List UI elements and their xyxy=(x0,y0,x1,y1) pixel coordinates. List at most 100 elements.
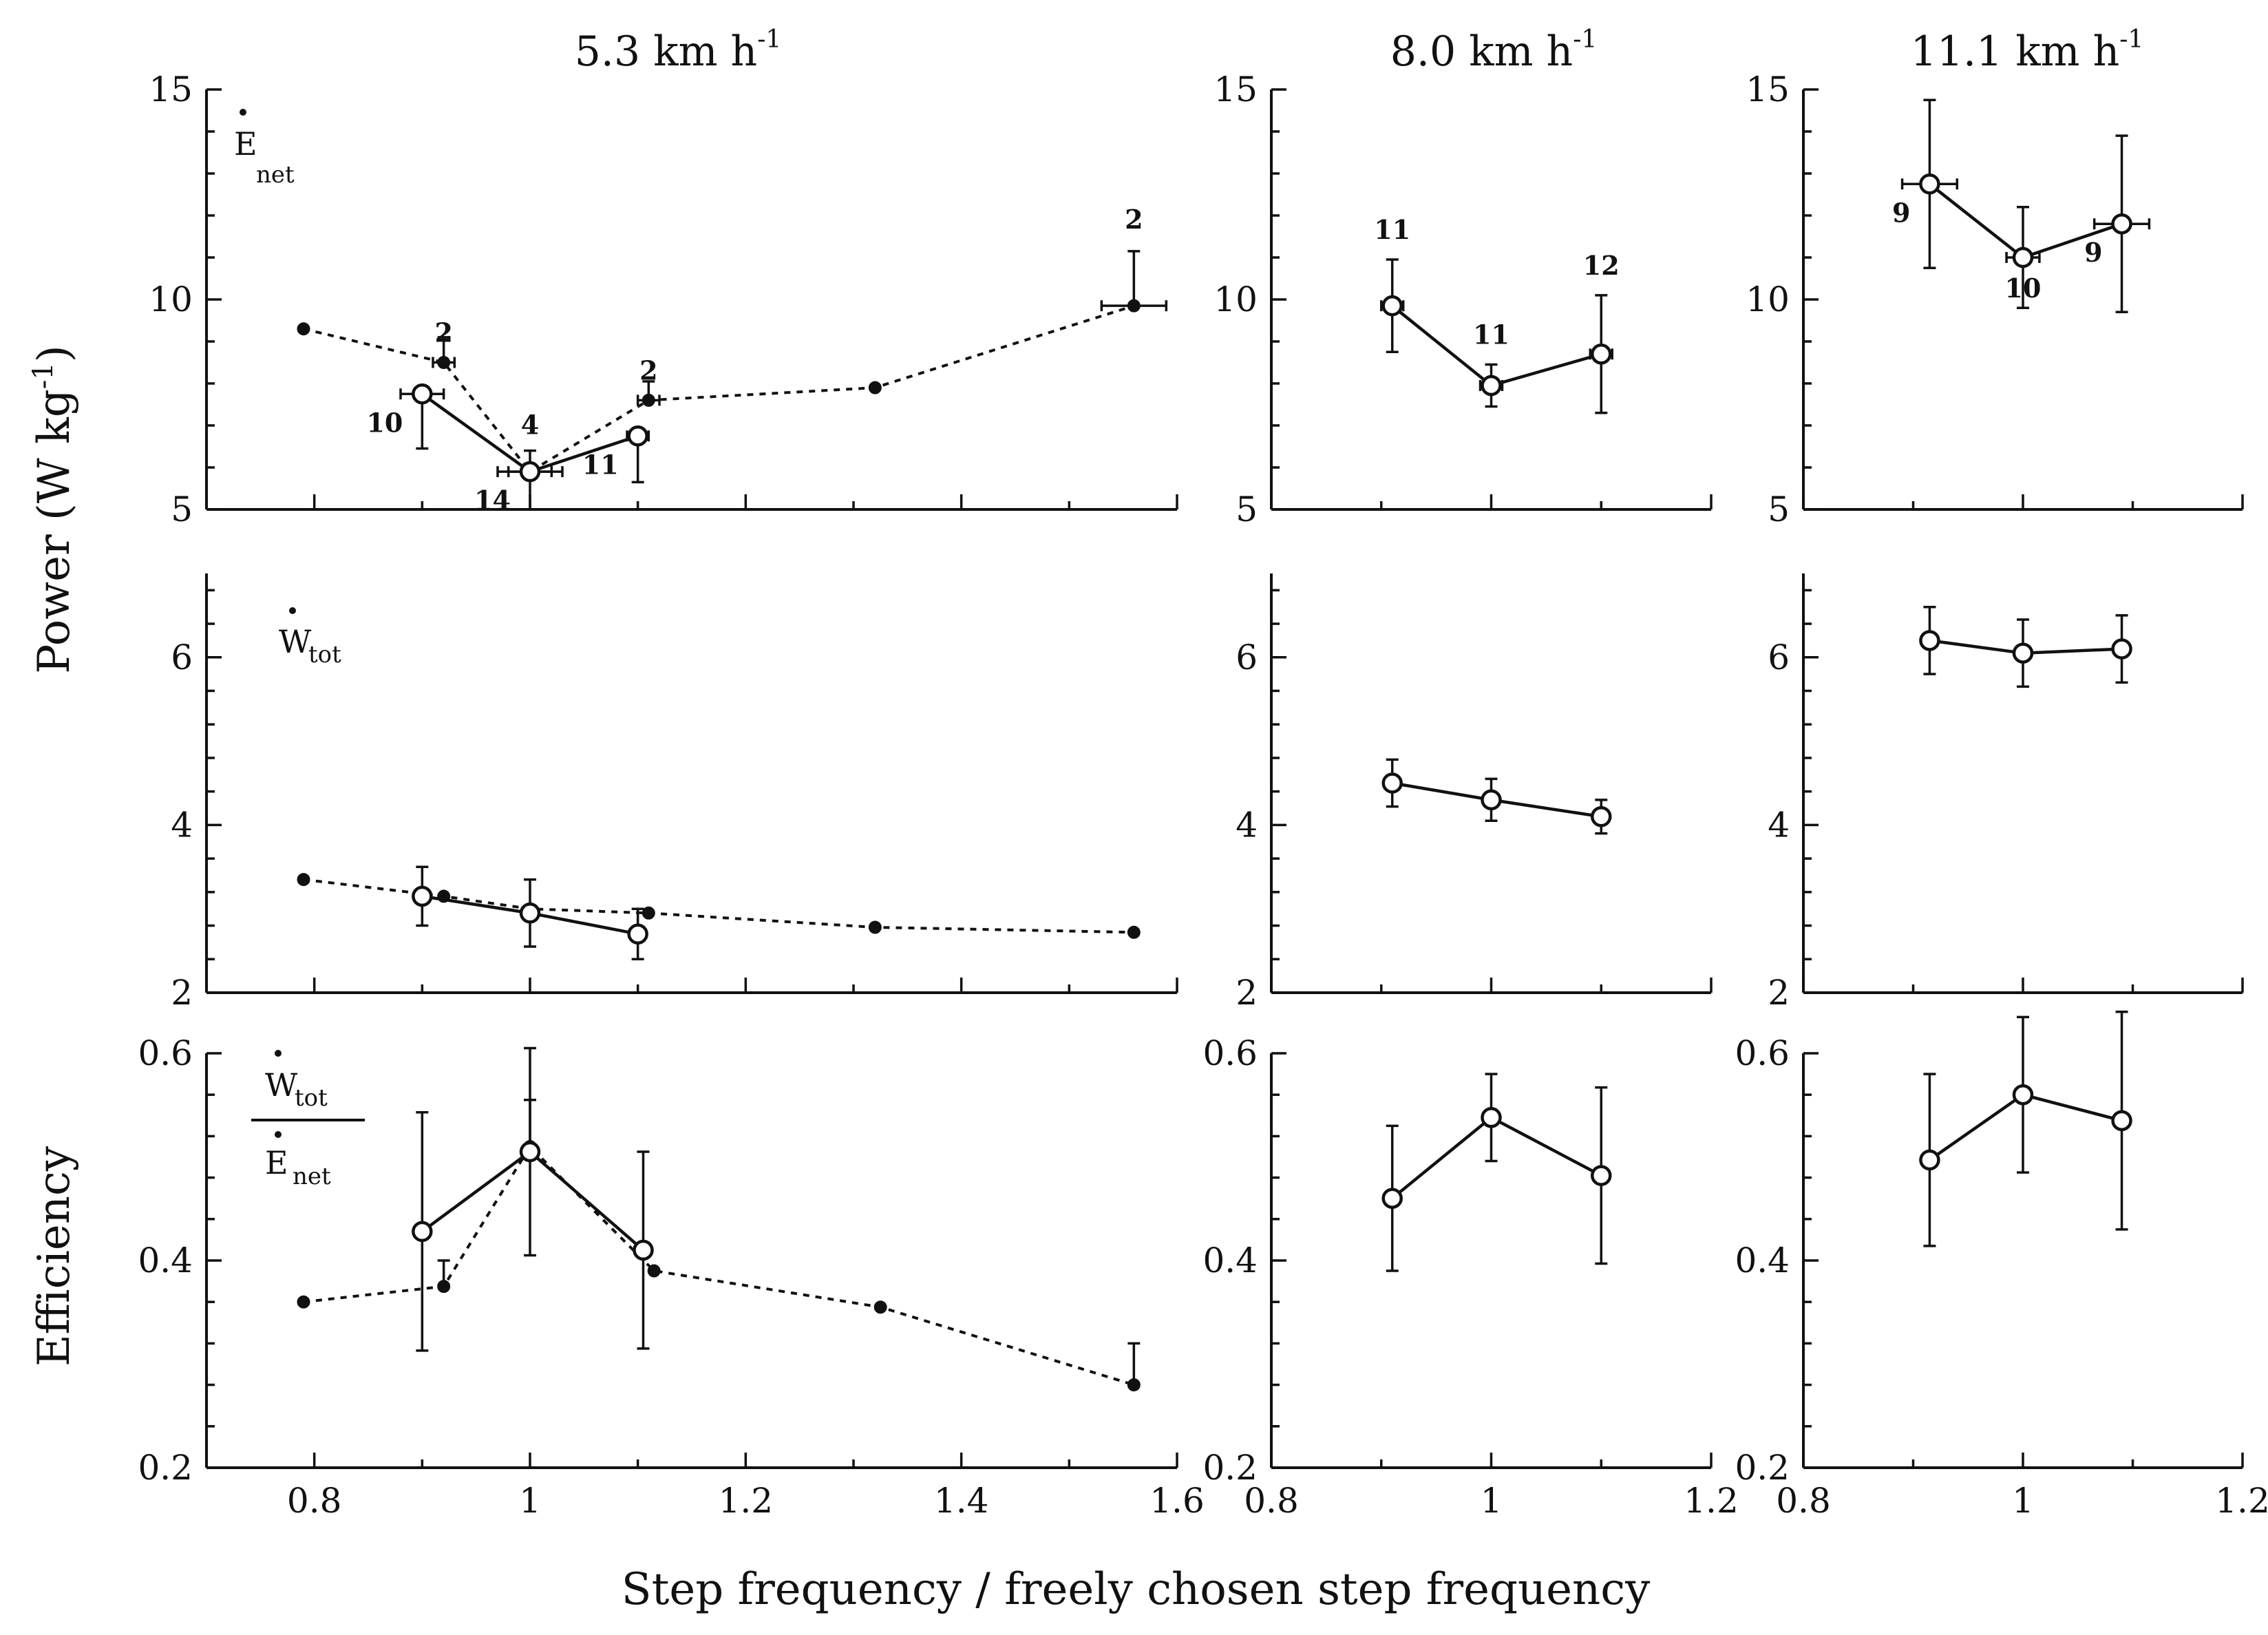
data-point-open xyxy=(519,903,541,924)
data-point-open xyxy=(1591,344,1612,365)
data-point-open xyxy=(2111,213,2132,235)
y-tick-label: 10 xyxy=(149,279,193,319)
data-point-filled xyxy=(642,393,655,407)
y-tick-label: 0.4 xyxy=(1735,1241,1790,1280)
column-title-11.1: 11.1 km h-1 xyxy=(1911,25,2144,76)
data-point-open xyxy=(1591,805,1612,827)
data-point-filled xyxy=(297,1295,310,1309)
column-title-5.3: 5.3 km h-1 xyxy=(575,25,782,76)
y-tick-label: 15 xyxy=(1214,70,1258,109)
data-point-filled xyxy=(297,322,310,336)
data-point-open xyxy=(412,885,433,907)
data-point-open xyxy=(627,923,648,945)
wtot-dot-accent xyxy=(289,607,296,614)
y-tick-label: 5 xyxy=(1768,489,1790,529)
data-point-open xyxy=(1919,1149,1940,1171)
data-point-open xyxy=(1919,173,1940,195)
data-point-open xyxy=(627,425,648,447)
data-point-open xyxy=(2111,638,2132,660)
data-point-open xyxy=(633,1239,654,1261)
wtot-label-main: W xyxy=(279,623,312,660)
x-tick-label: 1 xyxy=(2012,1481,2034,1521)
data-point-open xyxy=(412,383,433,405)
enet-row-label: E net xyxy=(234,109,295,189)
panel-wtot-11.1: 2 4 6 xyxy=(1768,573,2244,1013)
data-point-open xyxy=(1381,295,1403,317)
data-point-filled xyxy=(437,889,451,903)
y-tick-label: 0.6 xyxy=(1202,1033,1258,1073)
panel-wtot-8.0: 2 4 6 xyxy=(1236,573,1713,1013)
data-point-open xyxy=(1919,630,1940,651)
data-point-filled xyxy=(1127,1378,1141,1392)
x-tick-label: 1.2 xyxy=(1684,1481,1739,1521)
eff-den-sub: net xyxy=(293,1163,331,1190)
x-tick-label: 0.8 xyxy=(1244,1481,1299,1521)
sample-size-label: 2 xyxy=(1125,204,1143,235)
y-tick-label: 0.4 xyxy=(138,1241,193,1280)
data-point-filled xyxy=(1127,925,1141,939)
wtot-row-label: W tot xyxy=(279,607,341,668)
data-point-open xyxy=(1381,1188,1403,1209)
y-tick-label: 0.2 xyxy=(1202,1448,1258,1488)
enet-label-main: E xyxy=(234,125,257,162)
column-title-8.0: 8.0 km h-1 xyxy=(1390,25,1598,76)
y-tick-label: 5 xyxy=(171,489,193,529)
x-tick-label: 1.6 xyxy=(1149,1481,1205,1521)
y-tick-label: 15 xyxy=(1746,70,1790,109)
sample-size-label: 11 xyxy=(1473,319,1509,350)
x-tick-label: 1.2 xyxy=(719,1481,774,1521)
series-line-solid xyxy=(1391,1115,1602,1200)
series-line-dashed xyxy=(303,1144,1134,1386)
y-tick-label: 2 xyxy=(1236,973,1258,1013)
y-tick-label: 0.6 xyxy=(138,1033,193,1073)
sample-size-label: 12 xyxy=(1583,250,1620,281)
sample-size-label: 11 xyxy=(582,449,619,480)
enet-dot-accent xyxy=(240,109,246,116)
x-tick-label: 1.2 xyxy=(2215,1481,2268,1521)
y-tick-label: 5 xyxy=(1236,489,1258,529)
panel-eff-11.1: 0.2 0.4 0.6 0.8 1 1.2 xyxy=(1735,1011,2268,1521)
eff-num-dot-accent xyxy=(275,1050,282,1057)
data-point-open xyxy=(1481,789,1502,811)
power-axis-title: Power (W kg-1) xyxy=(28,345,80,673)
data-point-filled xyxy=(868,920,882,934)
data-point-filled xyxy=(873,1300,887,1314)
sample-size-label: 14 xyxy=(474,485,511,516)
y-tick-label: 10 xyxy=(1214,279,1258,319)
eff-num-main: W xyxy=(265,1066,298,1104)
y-tick-label: 0.6 xyxy=(1735,1033,1790,1073)
eff-num-sub: tot xyxy=(295,1084,328,1112)
y-tick-label: 0.2 xyxy=(138,1448,193,1488)
x-tick-label: 1.4 xyxy=(934,1481,989,1521)
panel-enet-11.1: 5 10 15 9 10 9 xyxy=(1746,70,2244,529)
data-point-open xyxy=(1481,375,1502,397)
x-axis-title: Step frequency / freely chosen step freq… xyxy=(622,1564,1651,1615)
y-tick-label: 6 xyxy=(1768,637,1790,677)
y-tick-label: 4 xyxy=(1236,805,1258,845)
data-point-filled xyxy=(868,381,882,394)
eff-den-dot-accent xyxy=(275,1131,282,1138)
data-point-open xyxy=(1481,1107,1502,1128)
data-point-filled xyxy=(297,873,310,887)
sample-size-label: 4 xyxy=(521,410,539,441)
sample-size-label: 9 xyxy=(2084,237,2102,268)
data-point-open xyxy=(2111,1110,2132,1132)
eff-den-main: E xyxy=(265,1144,288,1181)
sample-size-label: 10 xyxy=(2005,273,2042,304)
y-tick-label: 6 xyxy=(171,637,193,677)
y-tick-label: 6 xyxy=(1236,637,1258,677)
y-tick-label: 4 xyxy=(1768,805,1790,845)
sample-size-label: 2 xyxy=(639,355,657,386)
wtot-label-sub: tot xyxy=(308,641,341,668)
sample-size-label: 9 xyxy=(1892,197,1910,228)
x-tick-label: 1 xyxy=(519,1481,541,1521)
y-tick-label: 2 xyxy=(171,973,193,1013)
y-tick-label: 0.2 xyxy=(1735,1448,1790,1488)
y-tick-label: 2 xyxy=(1768,973,1790,1013)
data-point-open xyxy=(2012,642,2034,664)
x-tick-label: 0.8 xyxy=(287,1481,342,1521)
data-point-open xyxy=(2012,246,2034,268)
data-point-open xyxy=(1591,1165,1612,1186)
sample-size-label: 2 xyxy=(434,317,452,348)
